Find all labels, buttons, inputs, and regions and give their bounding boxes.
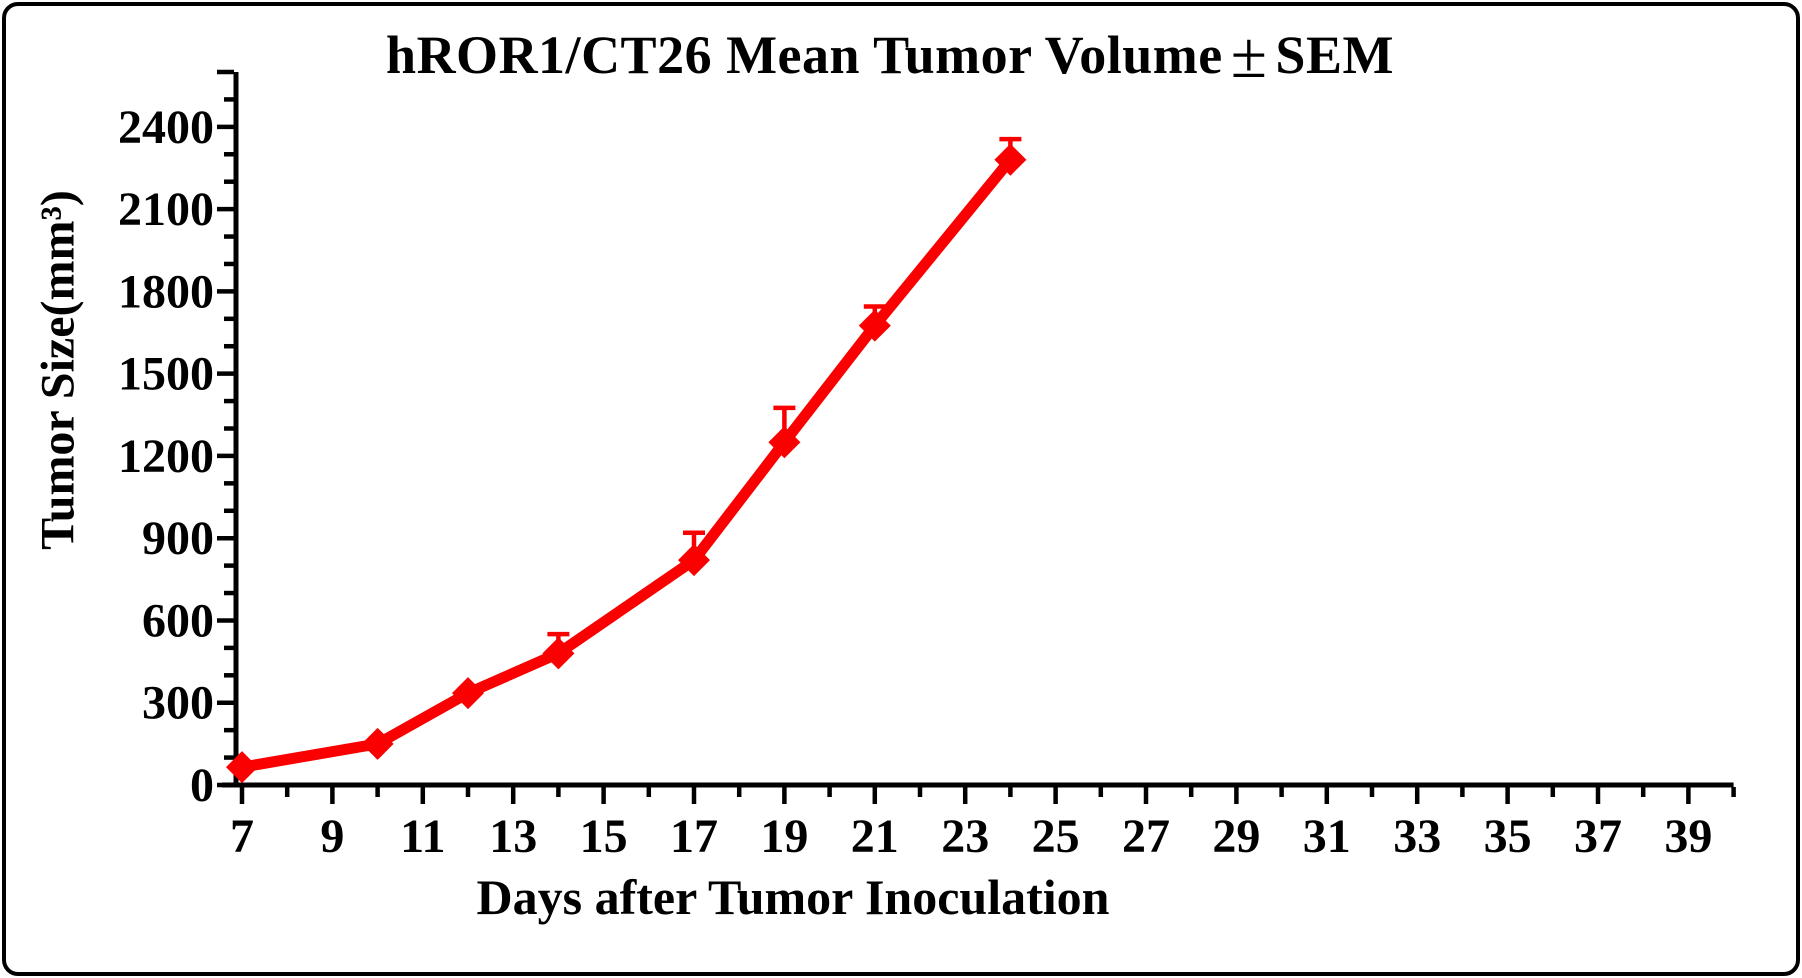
chart-title-sem: SEM bbox=[1275, 25, 1394, 85]
y-tick-label: 300 bbox=[142, 677, 214, 730]
x-tick-label: 35 bbox=[1484, 810, 1532, 863]
x-tick-label: 15 bbox=[580, 810, 628, 863]
x-tick-label: 27 bbox=[1122, 810, 1170, 863]
chart-title-text: hROR1/CT26 Mean Tumor Volume bbox=[386, 25, 1223, 85]
y-tick-label: 2100 bbox=[118, 183, 214, 236]
x-tick-label: 31 bbox=[1303, 810, 1351, 863]
data-point-marker bbox=[994, 143, 1027, 176]
x-tick-label: 7 bbox=[230, 810, 254, 863]
x-tick-label: 33 bbox=[1393, 810, 1441, 863]
x-tick-label: 17 bbox=[670, 810, 718, 863]
y-tick-label: 0 bbox=[190, 759, 214, 812]
data-point-marker bbox=[361, 727, 394, 760]
y-tick-label: 900 bbox=[142, 512, 214, 565]
y-tick-label: 1500 bbox=[118, 348, 214, 401]
data-point-marker bbox=[452, 677, 484, 710]
x-tick-label: 25 bbox=[1032, 810, 1080, 863]
x-tick-label: 23 bbox=[941, 810, 989, 863]
plus-minus-symbol: ± bbox=[1230, 19, 1268, 92]
y-tick-label: 2400 bbox=[118, 101, 214, 154]
x-tick-label: 19 bbox=[760, 810, 808, 863]
data-point-marker bbox=[678, 544, 710, 577]
data-point-marker bbox=[542, 637, 575, 670]
x-axis-title: Days after Tumor Inoculation bbox=[476, 869, 1110, 925]
chart-title: hROR1/CT26 Mean Tumor Volume ± SEM bbox=[0, 18, 1780, 94]
x-tick-label: 13 bbox=[489, 810, 537, 863]
y-tick-label: 1200 bbox=[118, 430, 214, 483]
x-tick-label: 37 bbox=[1574, 810, 1622, 863]
data-point-marker bbox=[858, 309, 891, 342]
y-tick-label: 600 bbox=[142, 594, 214, 647]
series-line bbox=[236, 154, 1016, 773]
x-tick-label: 9 bbox=[320, 810, 344, 863]
x-tick-label: 39 bbox=[1664, 810, 1712, 863]
x-tick-label: 29 bbox=[1212, 810, 1260, 863]
data-point-marker bbox=[768, 426, 801, 459]
y-tick-label: 1800 bbox=[118, 265, 214, 318]
data-point-marker bbox=[226, 751, 258, 784]
x-tick-label: 11 bbox=[400, 810, 445, 863]
x-tick-label: 21 bbox=[851, 810, 899, 863]
